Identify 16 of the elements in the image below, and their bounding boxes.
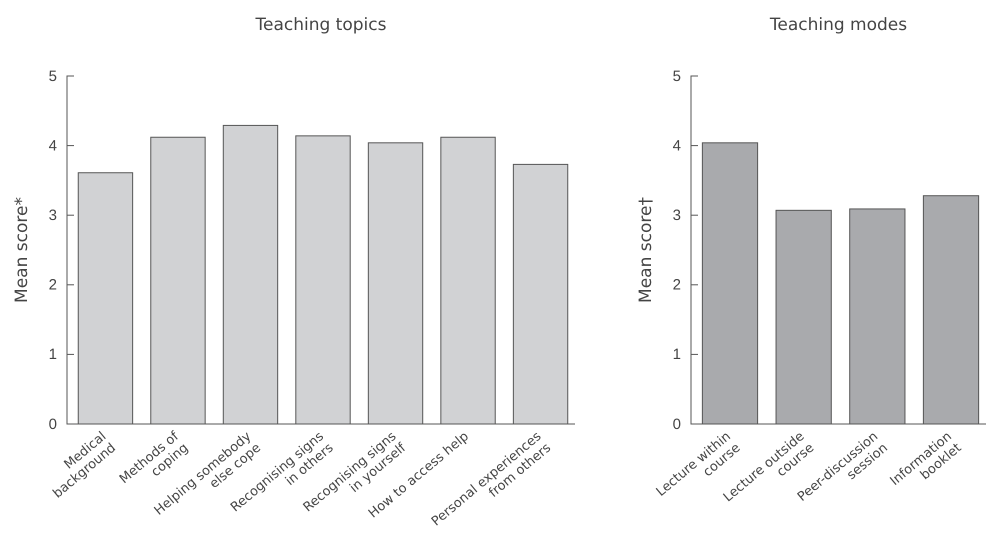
chart-title: Teaching modes (768, 15, 908, 35)
y-tick-label: 4 (48, 137, 57, 154)
y-tick-label: 5 (672, 68, 681, 85)
y-tick-label: 2 (672, 276, 681, 294)
y-tick-label: 3 (48, 207, 57, 224)
y-tick-label: 5 (48, 68, 57, 85)
y-tick-label: 1 (672, 346, 681, 364)
y-tick-label: 0 (48, 416, 57, 433)
chart-title: Teaching topics (254, 15, 387, 35)
y-tick-label: 2 (48, 276, 57, 294)
y-axis-title: Mean score* (12, 197, 32, 303)
y-tick-label: 4 (672, 137, 681, 154)
y-tick-label: 3 (672, 207, 681, 224)
y-tick-label: 0 (672, 416, 681, 433)
y-tick-label: 1 (48, 346, 57, 364)
y-axis-title: Mean score† (636, 196, 656, 303)
